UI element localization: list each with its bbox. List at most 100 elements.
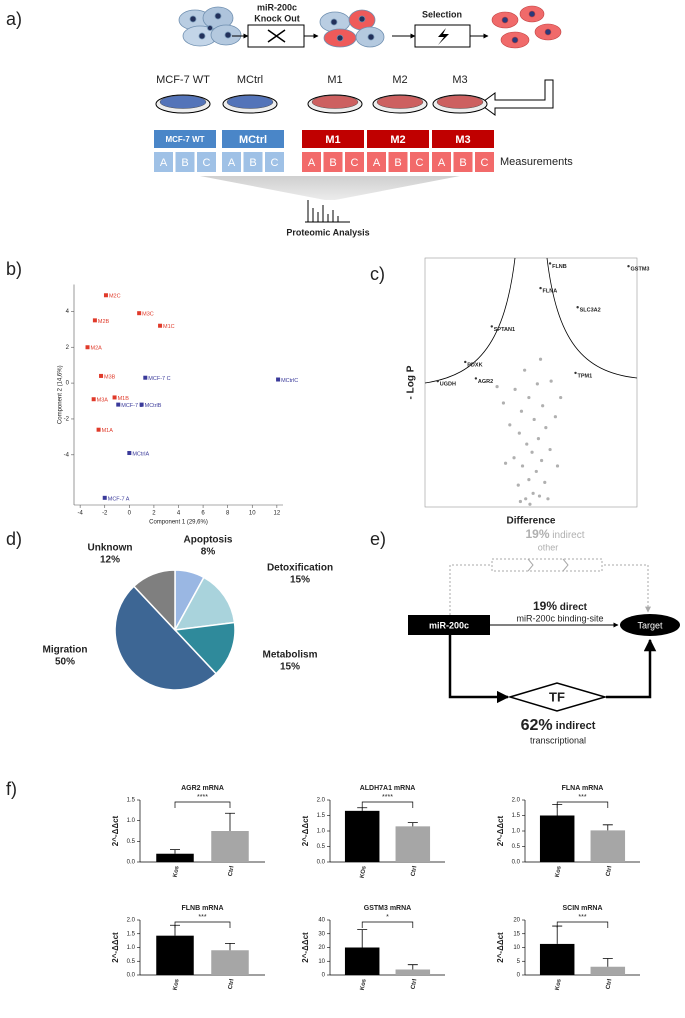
funnel: [200, 176, 460, 200]
point-label: MCtrlC: [281, 378, 298, 384]
y-tick-label: 0.5: [127, 839, 136, 845]
replicate-label: A: [160, 157, 168, 169]
chart-title: ALDH7A1 mRNA: [360, 785, 416, 792]
point-label: FLNB: [552, 264, 567, 270]
point: [524, 497, 528, 501]
significance-label: *: [386, 914, 389, 921]
x-tick-label: -2: [102, 511, 108, 517]
y-tick-label: 40: [318, 918, 325, 924]
significance-bracket: [174, 921, 231, 928]
x-tick-label: -4: [77, 511, 83, 517]
dish-label: M2: [392, 74, 407, 86]
x-tick-label: 12: [274, 511, 281, 517]
point: [539, 286, 542, 290]
error-bar: [552, 925, 563, 944]
replicate-label: A: [308, 157, 316, 169]
point: [436, 379, 439, 383]
error-bar: [170, 849, 180, 854]
point: [517, 431, 521, 435]
x-tick-label: Kos: [173, 865, 181, 878]
x-tick-label: Ctrl: [228, 865, 236, 877]
y-tick-label: 0.5: [317, 844, 326, 850]
replicate-label: B: [181, 157, 188, 169]
group-header: [154, 130, 216, 148]
significance-bracket: [174, 801, 231, 808]
point: [528, 502, 532, 506]
x-tick-label: Ctrl: [606, 865, 614, 877]
point: [543, 480, 547, 484]
scissors-icon: [267, 29, 286, 43]
point: [523, 368, 527, 372]
point: [555, 464, 560, 468]
bar: [211, 831, 249, 862]
point-label: M2C: [109, 294, 121, 300]
point: [490, 325, 493, 328]
point-label: UGDH: [440, 382, 456, 388]
pie-slice: [173, 621, 236, 675]
chart-title: SCIN mRNA: [562, 905, 602, 912]
y-tick-label: -4: [64, 452, 70, 458]
dish-cells: [159, 95, 207, 109]
dish-cells: [436, 95, 484, 109]
point: [276, 377, 281, 382]
point: [503, 461, 508, 465]
target-label: Target: [637, 620, 663, 630]
point: [525, 442, 529, 446]
point: [548, 447, 552, 452]
significance-label: ***: [198, 914, 206, 921]
percent: 19%: [525, 527, 549, 541]
point: [534, 469, 538, 474]
cell-cluster: [319, 9, 385, 48]
source-box: [408, 615, 490, 635]
point-label: M2A: [91, 346, 103, 352]
point: [536, 436, 541, 441]
bar: [590, 966, 626, 975]
replicate-box: [323, 152, 343, 172]
pie-slice: [132, 569, 176, 632]
point-label: MCF-7 A: [108, 496, 130, 502]
replicate-box: [175, 152, 195, 172]
point: [137, 311, 142, 316]
y-tick-label: 2.0: [317, 798, 326, 804]
y-axis-label: 2^-ΔΔct: [111, 815, 120, 846]
point-label: SLC3A2: [580, 308, 601, 314]
transcriptional-label: 62% indirect: [521, 717, 596, 734]
replicate-box: [222, 152, 241, 172]
point: [574, 371, 577, 375]
lightning-icon: [438, 28, 449, 45]
y-axis-label: 2^-ΔΔct: [496, 815, 505, 846]
panel-label: e): [370, 529, 386, 549]
chart-title: AGR2 mRNA: [181, 785, 224, 792]
measurements-label: Measurements: [500, 156, 573, 168]
other-sub: other: [538, 542, 559, 552]
y-axis-label: Component 2 (14,6%): [58, 365, 64, 424]
x-tick-label: 2: [152, 511, 156, 517]
point: [139, 402, 144, 407]
y-tick-label: -2: [64, 417, 70, 423]
point: [520, 464, 525, 468]
slice-value: 12%: [100, 555, 120, 566]
chart-title: FLNA mRNA: [562, 785, 604, 792]
replicate-label: C: [203, 157, 211, 169]
point: [531, 491, 535, 495]
replicate-box: [345, 152, 364, 172]
direct-label: 19% direct: [533, 599, 588, 613]
y-tick-label: 10: [318, 959, 325, 965]
significance-bracket: [556, 921, 609, 928]
tf-node: [507, 682, 608, 712]
target-node: [620, 614, 680, 636]
significance-label: ***: [578, 794, 586, 801]
chevron-box: [491, 558, 603, 572]
dish-cells: [226, 95, 274, 109]
point: [513, 387, 517, 391]
y-tick-label: 10: [513, 945, 520, 951]
replicate-label: C: [416, 157, 424, 169]
label: direct: [560, 602, 588, 613]
replicate-label: C: [271, 157, 279, 169]
group-header: [432, 130, 494, 148]
bar: [539, 943, 575, 975]
point: [464, 360, 467, 364]
point-label: M2B: [98, 319, 110, 325]
point: [127, 451, 132, 456]
dish-label: MCF-7 WT: [156, 74, 210, 86]
